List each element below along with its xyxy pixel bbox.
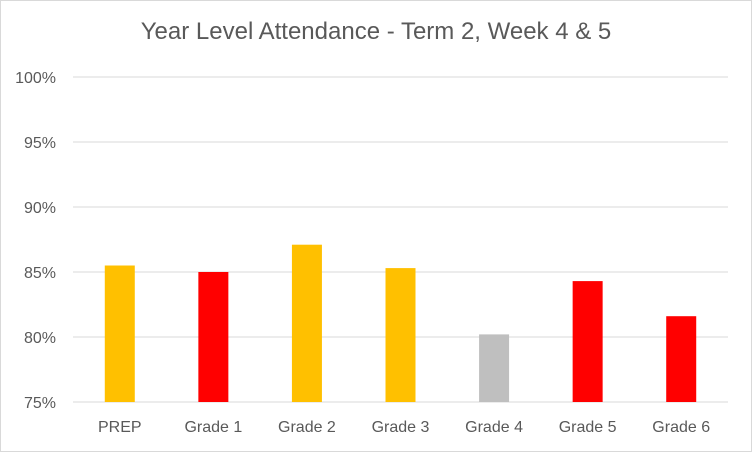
x-tick-label: Grade 4 [465,419,523,436]
x-tick-label: Grade 2 [278,419,336,436]
bar-prep [104,265,135,402]
y-tick-label: 90% [24,200,56,217]
bar-grade-4 [479,334,510,402]
y-tick-label: 100% [15,70,56,87]
y-tick-label: 85% [24,265,56,282]
x-tick-label: Grade 3 [372,419,430,436]
bar-grade-3 [385,268,416,402]
y-tick-label: 80% [24,330,56,347]
x-tick-label: PREP [98,419,142,436]
x-tick-label: Grade 1 [184,419,242,436]
y-tick-label: 75% [24,395,56,412]
x-tick-label: Grade 5 [559,419,617,436]
bar-grade-2 [291,244,322,402]
y-tick-label: 95% [24,135,56,152]
chart-title: Year Level Attendance - Term 2, Week 4 &… [140,18,612,45]
x-tick-label: Grade 6 [652,419,710,436]
bar-grade-5 [572,281,603,402]
bar-grade-1 [198,272,229,402]
bar-grade-6 [666,316,697,402]
